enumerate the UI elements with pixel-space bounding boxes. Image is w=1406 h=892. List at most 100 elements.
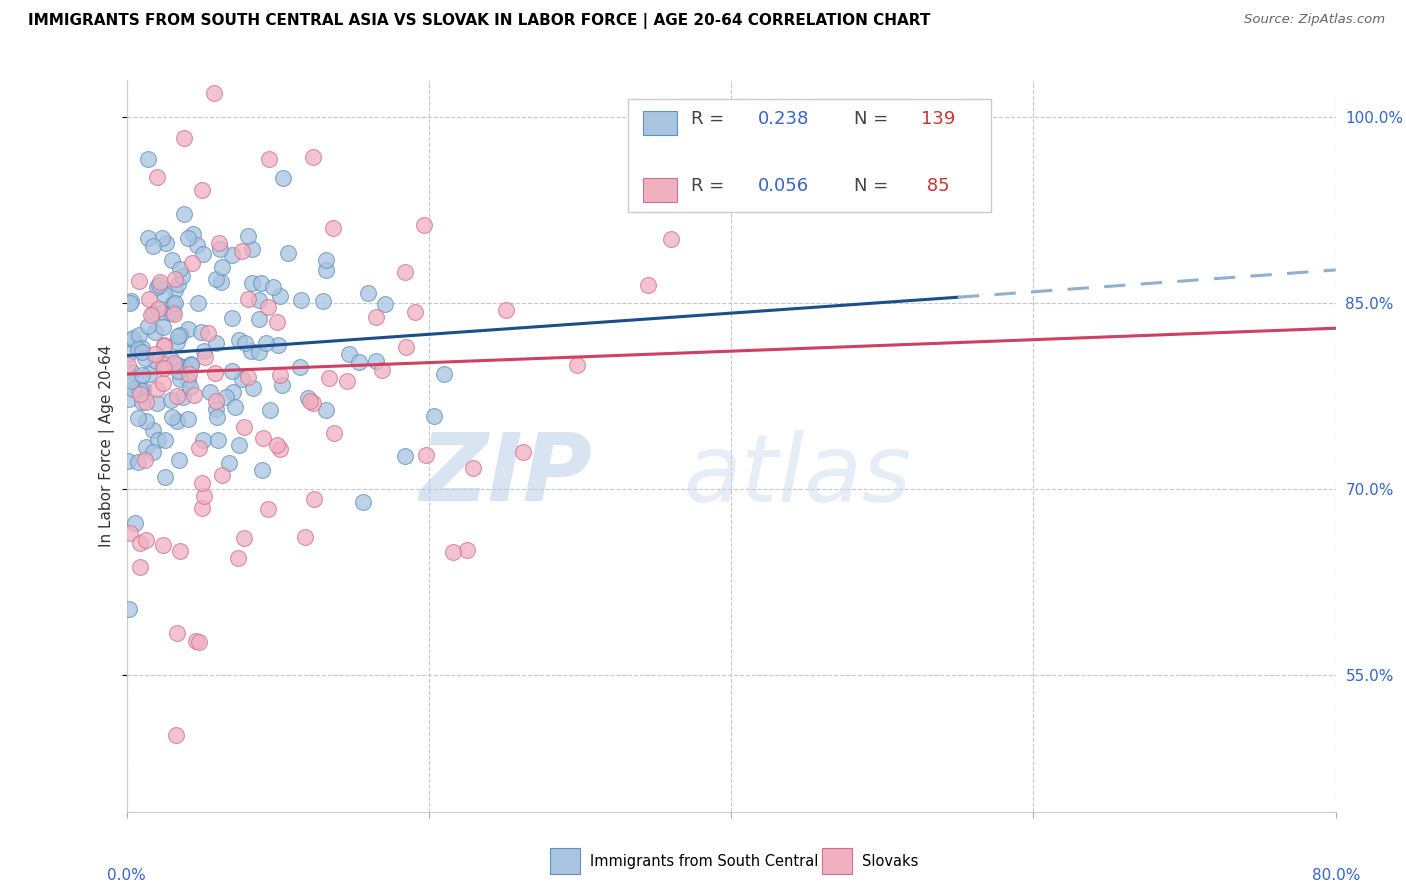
Point <box>127 381 149 395</box>
Text: R =: R = <box>692 110 724 128</box>
Text: atlas: atlas <box>683 430 911 521</box>
Point <box>117 453 139 467</box>
Text: 80.0%: 80.0% <box>1312 868 1360 882</box>
Point <box>659 232 682 246</box>
Point <box>128 536 150 550</box>
Point <box>231 372 253 386</box>
Point <box>315 403 337 417</box>
Point <box>131 341 153 355</box>
Text: Immigrants from South Central Asia: Immigrants from South Central Asia <box>589 854 853 869</box>
Point <box>138 367 160 381</box>
Point <box>395 340 418 354</box>
Point <box>167 358 190 372</box>
Point <box>211 260 233 274</box>
Point <box>177 373 200 387</box>
Point <box>441 545 464 559</box>
Point <box>456 543 478 558</box>
Point <box>172 390 194 404</box>
Text: N =: N = <box>855 178 889 195</box>
Point <box>412 218 434 232</box>
Point <box>132 383 155 397</box>
Point <box>146 170 169 185</box>
Point <box>177 367 200 381</box>
Point <box>155 470 177 484</box>
Point <box>120 293 142 308</box>
Point <box>323 425 346 440</box>
Point <box>152 357 174 371</box>
Point <box>159 351 181 366</box>
Point <box>235 336 257 351</box>
Point <box>135 533 157 547</box>
Point <box>228 438 250 452</box>
Bar <box>550 848 581 874</box>
Point <box>121 331 143 345</box>
Text: IMMIGRANTS FROM SOUTH CENTRAL ASIA VS SLOVAK IN LABOR FORCE | AGE 20-64 CORRELAT: IMMIGRANTS FROM SOUTH CENTRAL ASIA VS SL… <box>28 13 931 29</box>
Point <box>152 538 174 552</box>
Text: 0.056: 0.056 <box>758 178 808 195</box>
Point <box>146 280 169 294</box>
Point <box>221 364 243 378</box>
Point <box>242 242 264 256</box>
Point <box>193 490 215 504</box>
Point <box>167 453 190 467</box>
Point <box>186 634 208 648</box>
Point <box>152 376 174 390</box>
Point <box>250 463 273 477</box>
Point <box>357 285 380 300</box>
Point <box>160 409 183 424</box>
Point <box>208 236 231 251</box>
Point <box>299 393 322 408</box>
Point <box>139 309 162 323</box>
Point <box>163 356 186 370</box>
Point <box>128 274 150 288</box>
Point <box>433 367 456 381</box>
Bar <box>821 848 852 874</box>
Text: 139: 139 <box>921 110 955 128</box>
Point <box>163 308 186 322</box>
Point <box>204 86 226 100</box>
Point <box>162 305 184 319</box>
Point <box>148 277 170 292</box>
Point <box>302 396 325 410</box>
Text: N =: N = <box>855 110 889 128</box>
Point <box>143 325 166 339</box>
Point <box>136 231 159 245</box>
Point <box>160 252 183 267</box>
Point <box>364 310 387 325</box>
Point <box>179 380 201 394</box>
Point <box>190 325 212 339</box>
Point <box>165 272 187 286</box>
Point <box>226 550 249 565</box>
Point <box>127 410 149 425</box>
Point <box>180 358 202 372</box>
Bar <box>643 178 676 202</box>
Point <box>315 252 337 267</box>
Point <box>236 293 259 307</box>
Point <box>257 152 280 166</box>
Bar <box>643 111 676 136</box>
Point <box>205 402 228 417</box>
Point <box>352 495 374 509</box>
Y-axis label: In Labor Force | Age 20-64: In Labor Force | Age 20-64 <box>98 345 115 547</box>
Point <box>117 392 139 407</box>
Point <box>565 358 588 372</box>
Point <box>322 221 344 235</box>
Point <box>262 280 284 294</box>
Point <box>374 296 396 310</box>
Point <box>169 327 191 342</box>
Text: Slovaks: Slovaks <box>862 854 918 869</box>
Point <box>318 371 340 385</box>
Point <box>270 378 292 392</box>
Point <box>163 296 186 310</box>
Point <box>288 359 311 374</box>
Point <box>302 150 325 164</box>
Point <box>152 304 174 318</box>
Point <box>259 403 281 417</box>
Point <box>169 372 191 386</box>
Point <box>153 338 176 352</box>
Point <box>204 366 226 380</box>
Point <box>512 444 534 458</box>
Point <box>254 336 277 351</box>
Point <box>142 306 165 320</box>
Point <box>134 351 156 366</box>
